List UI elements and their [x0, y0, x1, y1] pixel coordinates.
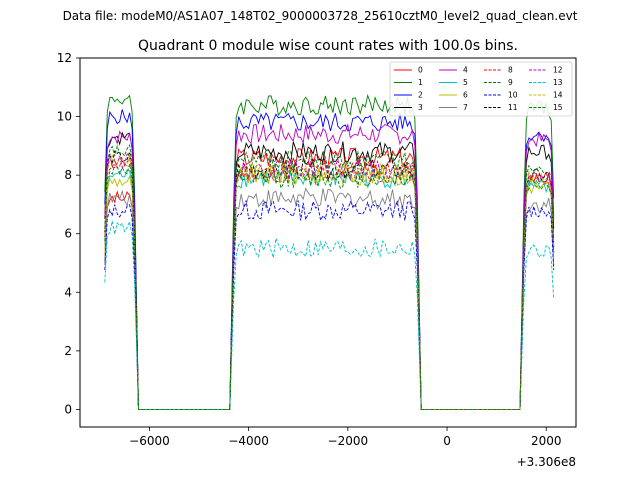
series-line-14 [104, 152, 555, 410]
series-line-0 [104, 146, 555, 410]
legend-label-0: 0 [418, 66, 423, 75]
series-line-2 [104, 109, 555, 410]
series-line-15 [104, 143, 555, 410]
legend-label-10: 10 [508, 91, 518, 100]
x-axis: −6000 −4000 −2000 0 2000 [129, 427, 562, 448]
series-line-5 [104, 167, 555, 410]
series-line-13 [104, 220, 555, 410]
series-line-3 [104, 131, 555, 410]
legend-label-4: 4 [463, 66, 468, 75]
series-line-7 [104, 187, 555, 410]
y-tick-label: 6 [64, 227, 72, 241]
x-tick-label: 2000 [531, 434, 562, 448]
chart-title: Quadrant 0 module wise count rates with … [138, 38, 518, 54]
series-line-10 [104, 200, 555, 410]
series-layer [104, 93, 555, 410]
legend-label-3: 3 [418, 103, 423, 112]
y-tick-label: 10 [57, 110, 72, 124]
legend-box [389, 61, 573, 117]
x-tick-label: 0 [443, 434, 451, 448]
legend-label-1: 1 [418, 78, 423, 87]
chart-suptitle: Data file: modeM0/AS1A07_148T02_90000037… [63, 9, 578, 23]
series-line-4 [104, 123, 555, 410]
series-line-9 [104, 163, 555, 410]
x-tick-label: −4000 [228, 434, 269, 448]
legend-label-13: 13 [553, 78, 563, 87]
legend-label-2: 2 [418, 91, 423, 100]
y-tick-label: 8 [64, 168, 72, 182]
y-tick-label: 4 [64, 285, 72, 299]
series-line-1 [104, 93, 555, 410]
series-line-12 [104, 153, 555, 410]
legend-label-14: 14 [553, 91, 563, 100]
x-tick-label: −6000 [129, 434, 170, 448]
legend-label-9: 9 [508, 78, 513, 87]
legend-label-7: 7 [463, 103, 468, 112]
legend-label-8: 8 [508, 66, 513, 75]
x-axis-offset-label: +3.306e8 [517, 455, 576, 469]
legend-label-15: 15 [553, 103, 563, 112]
y-tick-label: 12 [57, 51, 72, 65]
legend-label-5: 5 [463, 78, 468, 87]
y-axis: 0 2 4 6 8 10 12 [57, 51, 80, 416]
legend-label-6: 6 [463, 91, 468, 100]
y-tick-label: 0 [64, 402, 72, 416]
axes-frame [79, 57, 577, 428]
series-line-8 [104, 157, 555, 410]
x-tick-label: −2000 [328, 434, 369, 448]
legend-label-12: 12 [553, 66, 563, 75]
series-line-6 [104, 163, 555, 410]
y-tick-label: 2 [64, 344, 72, 358]
legend-label-11: 11 [508, 103, 518, 112]
